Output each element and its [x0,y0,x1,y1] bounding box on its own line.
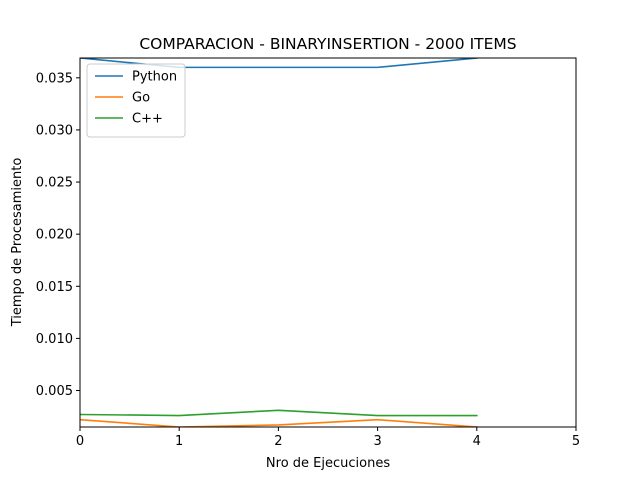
x-axis-label: Nro de Ejecuciones [266,456,390,471]
y-tick-label: 0.025 [36,176,73,191]
series-line-c [80,409,478,417]
x-axis: 0 1 2 3 4 5 [76,427,580,449]
y-tick-label: 0.010 [36,332,73,347]
x-tick-label: 5 [572,434,580,449]
y-tick-label: 0.015 [36,280,73,295]
legend-label-c: C++ [132,112,163,127]
x-tick-label: 3 [373,434,381,449]
y-tick-label: 0.020 [36,228,73,243]
y-tick-label: 0.035 [36,71,73,86]
plot-frame [79,57,577,428]
x-tick-label: 1 [175,434,183,449]
legend-label-python: Python [132,70,177,85]
y-tick-label: 0.005 [36,384,73,399]
series-line-go [80,418,478,427]
y-axis: 0.005 0.010 0.015 0.020 0.025 0.030 0.035 [36,71,80,399]
x-tick-label: 4 [473,434,481,449]
legend-label-go: Go [132,91,150,106]
legend: Python Go C++ [86,63,186,138]
chart-title: COMPARACION - BINARYINSERTION - 2000 ITE… [139,35,516,53]
y-tick-label: 0.030 [36,123,73,138]
x-tick-label: 0 [76,434,84,449]
y-axis-label: Tiempo de Procesamiento [10,158,25,328]
x-tick-label: 2 [274,434,282,449]
